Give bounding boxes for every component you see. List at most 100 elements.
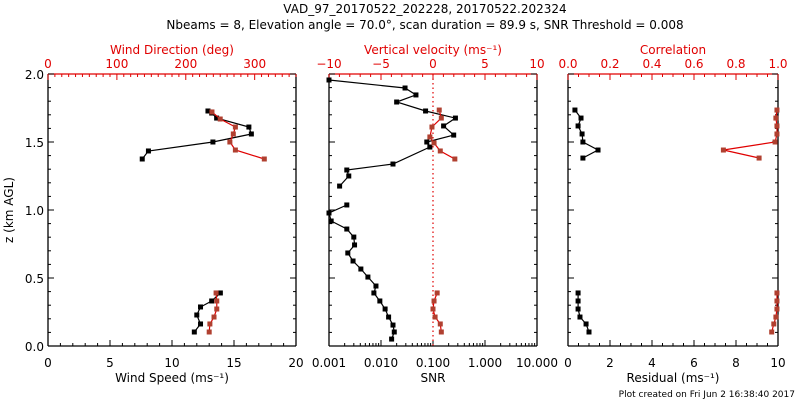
data-point <box>595 147 601 153</box>
data-point <box>382 306 388 312</box>
data-point <box>232 124 238 130</box>
top-tick-label: 200 <box>174 57 197 71</box>
data-point <box>198 304 204 310</box>
data-point <box>206 329 212 335</box>
series-line <box>328 204 395 340</box>
data-point <box>583 321 589 327</box>
data-point <box>575 290 581 296</box>
data-point <box>194 312 200 318</box>
data-point <box>430 306 436 312</box>
top-tick-label: 0 <box>44 57 52 71</box>
series-vertical-velocity <box>427 107 458 335</box>
series-line <box>723 109 778 159</box>
data-point <box>214 298 220 304</box>
data-point <box>774 107 780 113</box>
data-point <box>429 124 435 130</box>
data-point <box>328 218 334 224</box>
data-point <box>209 109 215 115</box>
data-point <box>423 108 429 114</box>
data-point <box>214 306 220 312</box>
top-tick-label: 0.8 <box>726 57 745 71</box>
top-tick-label: 100 <box>105 57 128 71</box>
x-tick-label: 10 <box>770 356 785 370</box>
y-tick-label: 0.5 <box>25 272 44 286</box>
data-point <box>441 123 447 129</box>
top-axis-label: Wind Direction (deg) <box>110 43 234 57</box>
series-line <box>574 109 600 159</box>
data-point <box>437 148 443 154</box>
x-axis-label: Wind Speed (ms⁻¹) <box>115 371 229 385</box>
data-point <box>580 155 586 161</box>
data-point <box>577 314 583 320</box>
data-point <box>774 123 780 129</box>
top-tick-label: −10 <box>316 57 341 71</box>
data-point <box>145 148 151 154</box>
data-point <box>213 290 219 296</box>
data-point <box>344 167 350 173</box>
series-residual <box>572 107 601 335</box>
x-tick-label: 1.000 <box>468 356 502 370</box>
x-tick-label: 0.001 <box>312 356 346 370</box>
top-tick-label: 0 <box>429 57 437 71</box>
title-line-1: VAD_97_20170522_202228, 20170522.202324 <box>283 2 566 16</box>
data-point <box>451 132 457 138</box>
data-point <box>326 210 332 216</box>
data-point <box>774 306 780 312</box>
data-point <box>351 234 357 240</box>
data-point <box>771 321 777 327</box>
data-point <box>390 161 396 167</box>
data-point <box>427 144 433 150</box>
x-tick-label: 0.010 <box>364 356 398 370</box>
y-tick-label: 1.0 <box>25 204 44 218</box>
top-tick-label: 300 <box>243 57 266 71</box>
footer-timestamp: Plot created on Fri Jun 2 16:38:40 2017 <box>619 390 795 400</box>
data-point <box>248 131 254 137</box>
data-point <box>209 298 215 304</box>
data-point <box>452 156 458 162</box>
data-point <box>350 258 356 264</box>
top-tick-label: 0.4 <box>642 57 661 71</box>
data-point <box>352 242 358 248</box>
series-wind-speed <box>139 108 254 335</box>
x-tick-label: 0.100 <box>416 356 450 370</box>
x-tick-label: 0 <box>564 356 572 370</box>
x-tick-label: 6 <box>690 356 698 370</box>
data-point <box>214 115 220 121</box>
data-point <box>207 321 213 327</box>
x-axis-label: Residual (ms⁻¹) <box>627 371 720 385</box>
data-point <box>586 329 592 335</box>
data-point <box>438 329 444 335</box>
top-tick-label: 0.2 <box>600 57 619 71</box>
data-point <box>205 108 211 114</box>
data-point <box>402 85 408 91</box>
data-point <box>211 314 217 320</box>
data-point <box>773 314 779 320</box>
data-point <box>432 314 438 320</box>
data-point <box>326 77 332 83</box>
x-tick-label: 20 <box>288 356 303 370</box>
x-tick-label: 10 <box>164 356 179 370</box>
data-point <box>774 131 780 137</box>
data-point <box>227 139 233 145</box>
y-tick-label: 0.0 <box>25 340 44 354</box>
y-axis-label: z (km AGL) <box>2 177 16 243</box>
y-tick-label: 1.5 <box>25 136 44 150</box>
data-point <box>232 147 238 153</box>
y-tick-label: 2.0 <box>25 68 44 82</box>
data-point <box>431 298 437 304</box>
snr-panel: 0.001 0.010 0.100 1.000 10.000 SNR −10 −5 0 5 10 Ve… <box>312 43 558 385</box>
data-point <box>217 116 223 122</box>
top-tick-label: 1.0 <box>768 57 787 71</box>
data-point <box>572 107 578 113</box>
x-tick-label: 5 <box>106 356 114 370</box>
top-axis-label: Vertical velocity (ms⁻¹) <box>364 43 502 57</box>
data-point <box>774 298 780 304</box>
x-axis-label: SNR <box>421 371 446 385</box>
data-point <box>427 134 433 140</box>
data-point <box>434 290 440 296</box>
data-point <box>773 115 779 121</box>
x-tick-label: 8 <box>732 356 740 370</box>
x-tick-label: 4 <box>648 356 656 370</box>
